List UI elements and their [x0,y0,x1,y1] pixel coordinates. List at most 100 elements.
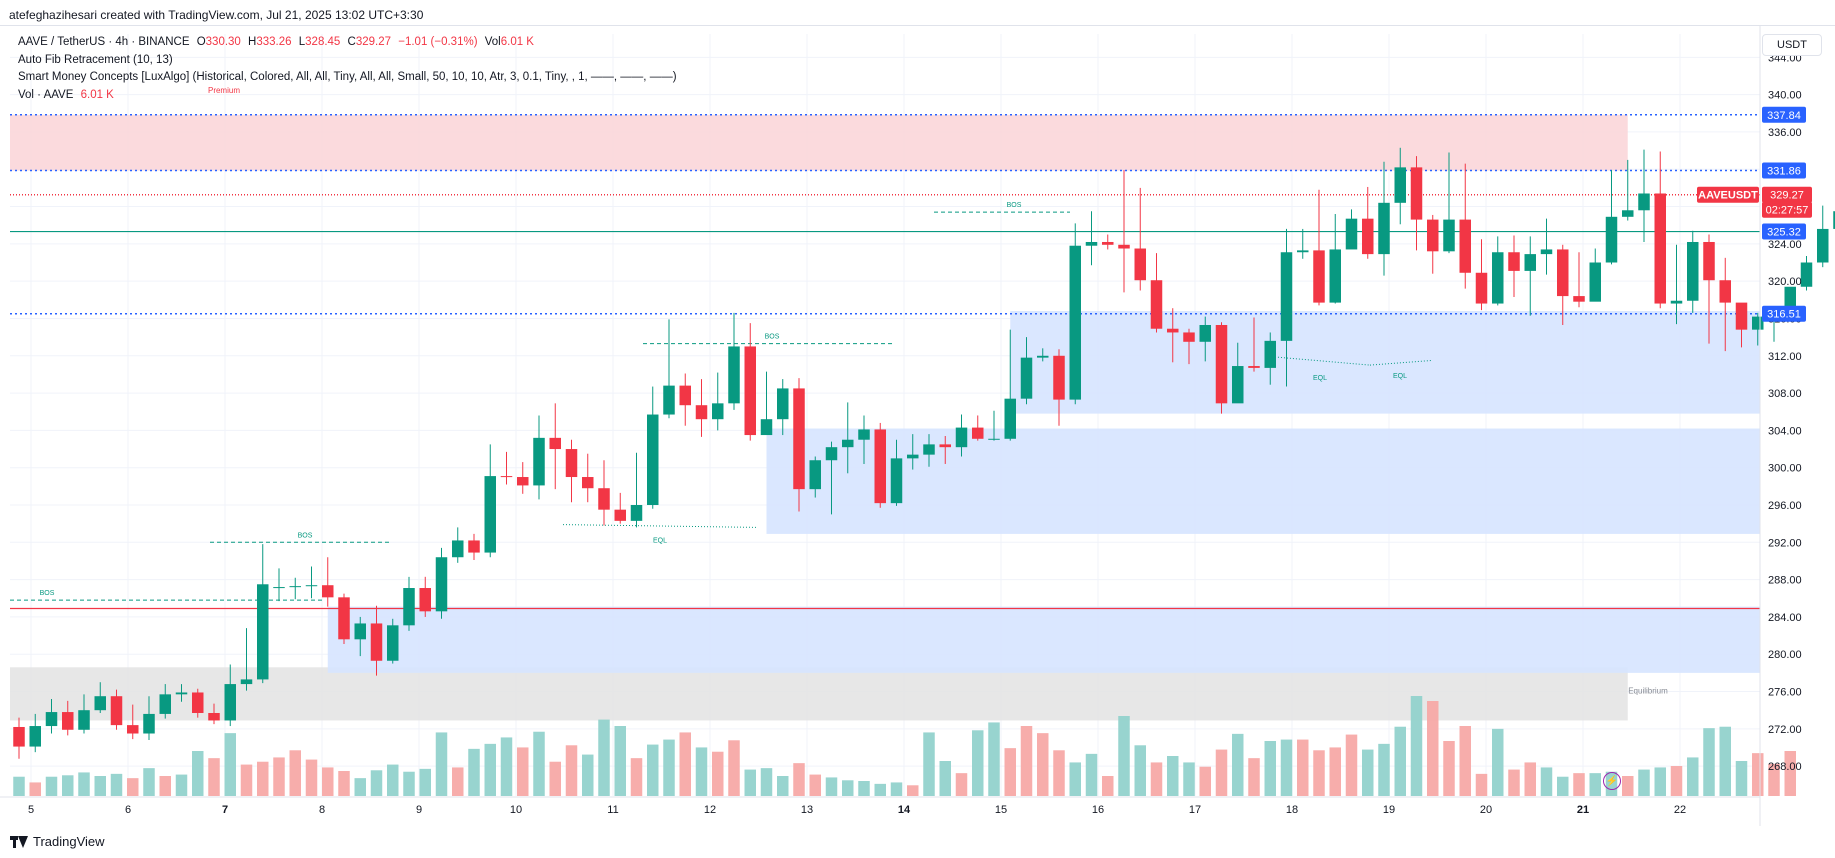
volume-bar [94,776,106,796]
candle-body [1167,328,1179,333]
candle-body [29,726,41,747]
volume-bar [500,737,513,796]
volume-bar [435,732,448,796]
volume-bar [1784,751,1796,796]
time-tick: 19 [1383,804,1395,816]
candle-body [110,696,123,726]
volume-bar [29,782,41,796]
candle-body [403,588,415,626]
volume-bar [1280,739,1293,796]
candle-body [1004,398,1016,439]
candles [13,147,1835,759]
price-tick: 300.00 [1768,463,1802,475]
candle-body [793,388,805,490]
volume-bar [1703,728,1715,796]
candle-body [1719,280,1731,303]
tradingview-logo[interactable]: TradingView [10,834,105,849]
volume-bar [1443,741,1455,796]
candle-body [1345,218,1358,250]
candle-body [289,586,301,588]
candle-body [1183,332,1195,342]
volume-bar [1199,766,1211,796]
volume-bar [955,773,968,796]
candle-body [500,476,513,478]
fib-price-label: 316.51 [1767,309,1801,321]
candle-body [1817,228,1829,263]
volume-bar [533,731,545,796]
candle-body [1735,302,1748,330]
volume-bar [825,777,838,796]
volume-bar [1573,773,1585,796]
candle-body [370,623,383,661]
candle-body [1297,250,1309,253]
candle-body [582,477,594,489]
candle-body [1573,296,1585,302]
candle-body [1800,262,1813,287]
volume-bar [273,757,285,796]
candle-body [647,414,659,506]
indicator-smc-row[interactable]: Smart Money Concepts [LuxAlgo] (Historic… [18,71,677,83]
candle-body [1638,193,1650,211]
candle-body [1703,241,1715,281]
candle-body [322,585,334,598]
volume-bar [1378,743,1390,796]
volume-bar [679,732,691,796]
indicator-volume-row[interactable]: Vol · AAVE 6.01 K [18,87,677,105]
volume-bar [110,773,123,796]
low-value: 328.45 [305,36,341,48]
candle-body [273,587,285,589]
volume-bar [45,776,58,796]
volume-bar [452,767,464,796]
price-tick: 292.00 [1768,537,1802,549]
candle-body [760,419,773,436]
chart-frame[interactable]: BOS BOS BOS BOS EQL EQL EQL Premium Equilibrium … [0,26,1835,826]
candle-body [435,557,448,612]
volume-bar [338,771,350,796]
premium-label: Premium [208,86,240,95]
symbol-info[interactable]: AAVE / TetherUS · 4h · BINANCE [18,36,190,48]
volume-bar [890,782,903,796]
bos-label: BOS [765,334,780,341]
volume-bar [549,761,561,796]
price-tick: 268.00 [1768,761,1802,773]
indicator-fib-row[interactable]: Auto Fib Retracement (10, 13) [18,53,173,66]
fib-price-label: 325.32 [1767,227,1801,239]
volume-bar [793,763,805,796]
volume-bar [1557,776,1569,796]
footer: TradingView [0,826,1835,858]
volume-bar [1394,726,1406,796]
volume-bar [1004,748,1016,796]
volume-bar [13,776,25,796]
zone-gray [10,667,1628,721]
candle-body [955,427,968,448]
candle-body [257,584,269,680]
volume-bar [760,768,773,796]
currency-button[interactable]: USDT [1762,34,1822,56]
volume-bar [1183,762,1195,796]
candle-body [1410,167,1423,220]
candle-body [679,385,691,406]
volume-bar [224,733,236,796]
volume-bar [1735,761,1748,796]
candle-body [614,509,626,521]
price-tick: 280.00 [1768,649,1802,661]
eql-label: EQL [653,537,667,544]
volume-bar [1248,758,1260,796]
volume-bar [1768,763,1780,796]
candle-body [338,597,350,640]
volume-bar [1687,757,1699,796]
candle-body [923,444,935,455]
price-tick: 340.00 [1768,90,1802,102]
price-tick: 284.00 [1768,612,1802,624]
lightning-icon[interactable]: ⚡ [1603,772,1621,790]
candle-body [777,388,789,420]
structure-marks: BOS BOS BOS BOS EQL EQL EQL Premium Equilibrium [10,86,1668,695]
volume-bar [1638,769,1650,796]
time-tick: 17 [1189,804,1201,816]
volume-bar [1102,776,1114,796]
candle-body [240,679,253,685]
high-label: H [248,36,257,48]
symbol-price-label: AAVEUSDT [1698,190,1758,202]
axes: 344.00340.00336.00332.00328.00324.00320.… [0,26,1802,826]
